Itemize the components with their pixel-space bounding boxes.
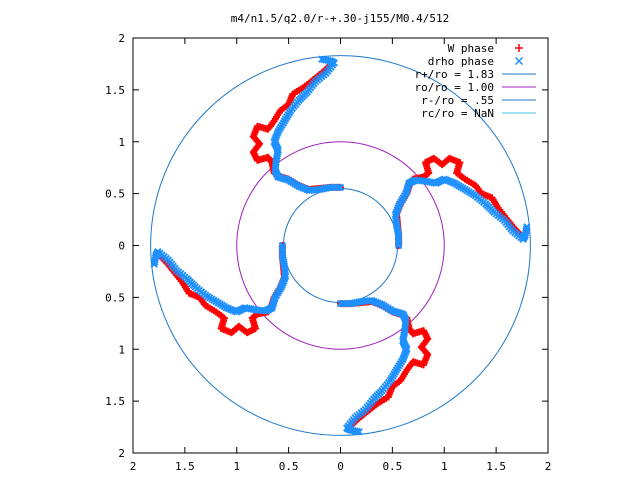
legend-label: W phase bbox=[448, 42, 494, 55]
data-point bbox=[318, 55, 326, 63]
y-tick-label: 2 bbox=[118, 447, 125, 460]
data-point bbox=[150, 260, 158, 268]
reference-circle-0 bbox=[150, 55, 531, 436]
x-tick-label: 1 bbox=[233, 460, 240, 473]
reference-circle-2 bbox=[282, 187, 399, 304]
data-point bbox=[150, 258, 159, 266]
x-tick-label: 0.5 bbox=[279, 460, 299, 473]
x-tick-label: 1.5 bbox=[175, 460, 195, 473]
y-tick-label: 1.5 bbox=[105, 395, 125, 408]
y-tick-label: 2 bbox=[118, 32, 125, 45]
legend-swatch bbox=[514, 56, 524, 66]
y-tick-label: 1 bbox=[118, 136, 125, 149]
data-point bbox=[320, 55, 328, 64]
data-point bbox=[353, 427, 361, 436]
x-tick-label: 2 bbox=[545, 460, 552, 473]
x-tick-label: 0 bbox=[337, 460, 344, 473]
legend-label: r+/ro = 1.83 bbox=[415, 68, 494, 81]
legend-label: ro/ro = 1.00 bbox=[415, 81, 494, 94]
y-tick-label: 1.5 bbox=[105, 84, 125, 97]
x-tick-label: 1.5 bbox=[486, 460, 506, 473]
data-point bbox=[355, 428, 363, 436]
data-points bbox=[150, 55, 531, 436]
y-tick-label: 1 bbox=[118, 343, 125, 356]
reference-circle-1 bbox=[236, 141, 445, 350]
legend-label: drho phase bbox=[428, 55, 494, 68]
legend-label: r-/ro = .55 bbox=[421, 94, 494, 107]
legend-swatch bbox=[515, 44, 523, 52]
x-tick-label: 1 bbox=[441, 460, 448, 473]
y-tick-label: 0 bbox=[118, 240, 125, 253]
y-tick-label: 0.5 bbox=[105, 188, 125, 201]
chart-title: m4/n1.5/q2.0/r-+.30-j155/M0.4/512 bbox=[231, 12, 450, 25]
series-1 bbox=[150, 55, 531, 436]
data-point bbox=[522, 225, 531, 233]
legend-label: rc/ro = NaN bbox=[421, 107, 494, 120]
x-tick-label: 2 bbox=[130, 460, 137, 473]
x-tick-label: 0.5 bbox=[382, 460, 402, 473]
data-point bbox=[523, 223, 531, 231]
axis-ticks: 2 1.5 1 0.5 0 0.5 1 1.5 221.510.500.511.52 bbox=[105, 32, 551, 473]
y-tick-label: 0.5 bbox=[105, 291, 125, 304]
